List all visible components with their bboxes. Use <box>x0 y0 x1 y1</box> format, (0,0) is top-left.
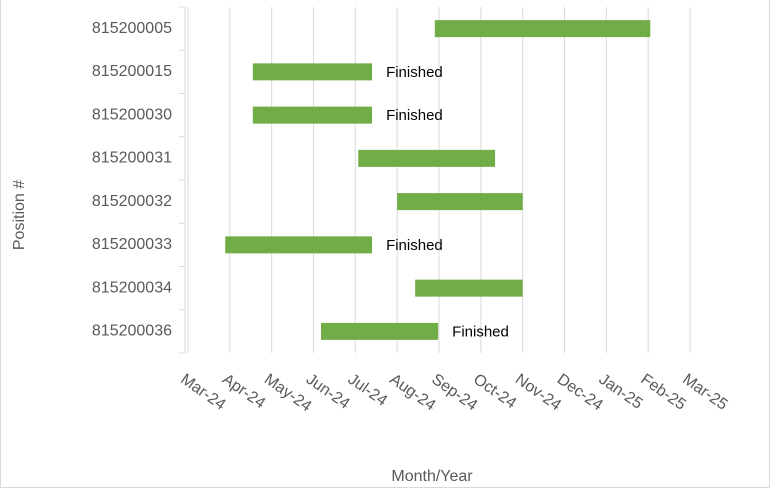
x-tick-label: Dec-24 <box>554 371 606 415</box>
x-tick-label: May-24 <box>261 371 315 416</box>
x-tick-label: Jul-24 <box>345 371 391 410</box>
bar <box>252 63 373 81</box>
y-axis-title: Position # <box>11 180 28 250</box>
y-tick-label: 815200036 <box>92 323 172 340</box>
y-tick-label: 815200034 <box>92 279 172 296</box>
x-tick-label: Apr-24 <box>219 371 268 413</box>
x-tick-label: Aug-24 <box>386 371 438 415</box>
annotation: Finished <box>452 323 509 340</box>
annotation: Finished <box>386 237 443 254</box>
bar <box>434 20 651 38</box>
x-tick-label: Feb-25 <box>637 371 688 414</box>
x-tick-label: Jan-25 <box>596 371 646 413</box>
y-tick-label: 815200032 <box>92 193 172 210</box>
x-tick-label: Nov-24 <box>512 371 564 415</box>
x-tick-label: Mar-25 <box>679 371 730 414</box>
x-tick-label: Sep-24 <box>428 371 480 415</box>
x-tick-label: Mar-24 <box>177 371 228 414</box>
bar <box>415 279 523 297</box>
x-tick-label: Oct-24 <box>470 371 519 413</box>
bar <box>397 193 523 211</box>
x-axis-title: Month/Year <box>391 468 473 485</box>
bar <box>358 149 496 167</box>
y-tick-label: 815200015 <box>92 63 172 80</box>
y-tick-label: 815200005 <box>92 20 172 37</box>
bar <box>252 106 373 124</box>
bar <box>321 322 439 340</box>
y-tick-label: 815200030 <box>92 106 172 123</box>
bar <box>225 236 373 254</box>
annotation: Finished <box>386 64 443 81</box>
y-tick-label: 815200033 <box>92 236 172 253</box>
y-tick-label: 815200031 <box>92 150 172 167</box>
annotation: Finished <box>386 107 443 124</box>
